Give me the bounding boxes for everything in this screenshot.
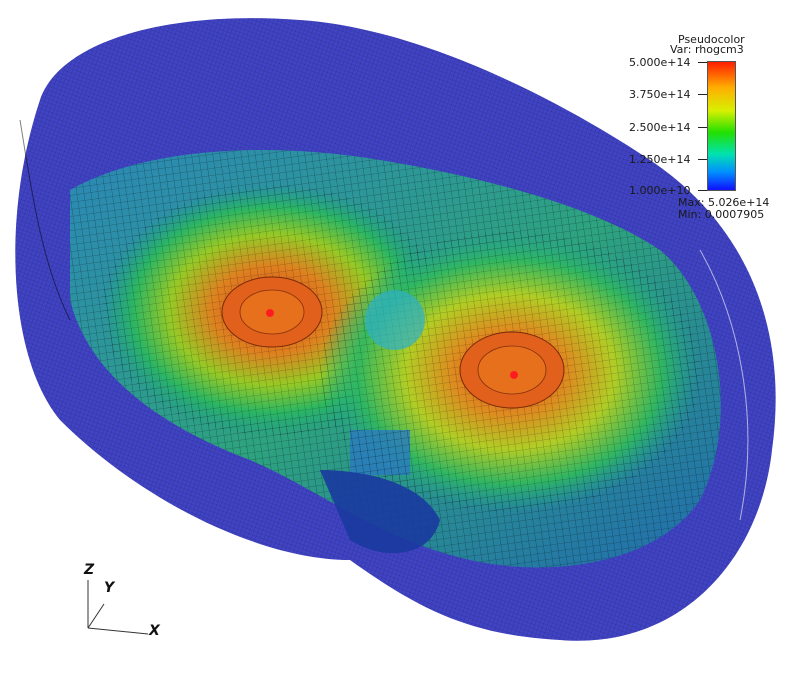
legend-title: Pseudocolor bbox=[678, 33, 745, 46]
legend-tick-label: 1.000e+10 bbox=[629, 184, 691, 197]
color-legend: Pseudocolor Var: rhogcm3 5.000e+14 3.750… bbox=[600, 30, 780, 230]
legend-tick-label: 2.500e+14 bbox=[629, 121, 691, 134]
legend-tick bbox=[698, 190, 707, 191]
legend-min: Min: 0.0007905 bbox=[678, 208, 765, 221]
legend-tick bbox=[698, 127, 707, 128]
axis-y-label: Y bbox=[104, 580, 115, 596]
axis-x-label: X bbox=[149, 623, 160, 639]
legend-variable: Var: rhogcm3 bbox=[670, 43, 744, 56]
axis-z-label: Z bbox=[84, 562, 95, 578]
legend-tick-label: 1.250e+14 bbox=[629, 153, 691, 166]
legend-tick-label: 5.000e+14 bbox=[629, 56, 691, 69]
legend-colorbar bbox=[707, 61, 736, 191]
legend-tick bbox=[698, 159, 707, 160]
legend-tick-label: 3.750e+14 bbox=[629, 88, 691, 101]
legend-tick bbox=[698, 94, 707, 95]
legend-tick bbox=[698, 62, 707, 63]
axis-triad: Z Y X bbox=[82, 560, 172, 645]
legend-max: Max: 5.026e+14 bbox=[678, 196, 770, 209]
